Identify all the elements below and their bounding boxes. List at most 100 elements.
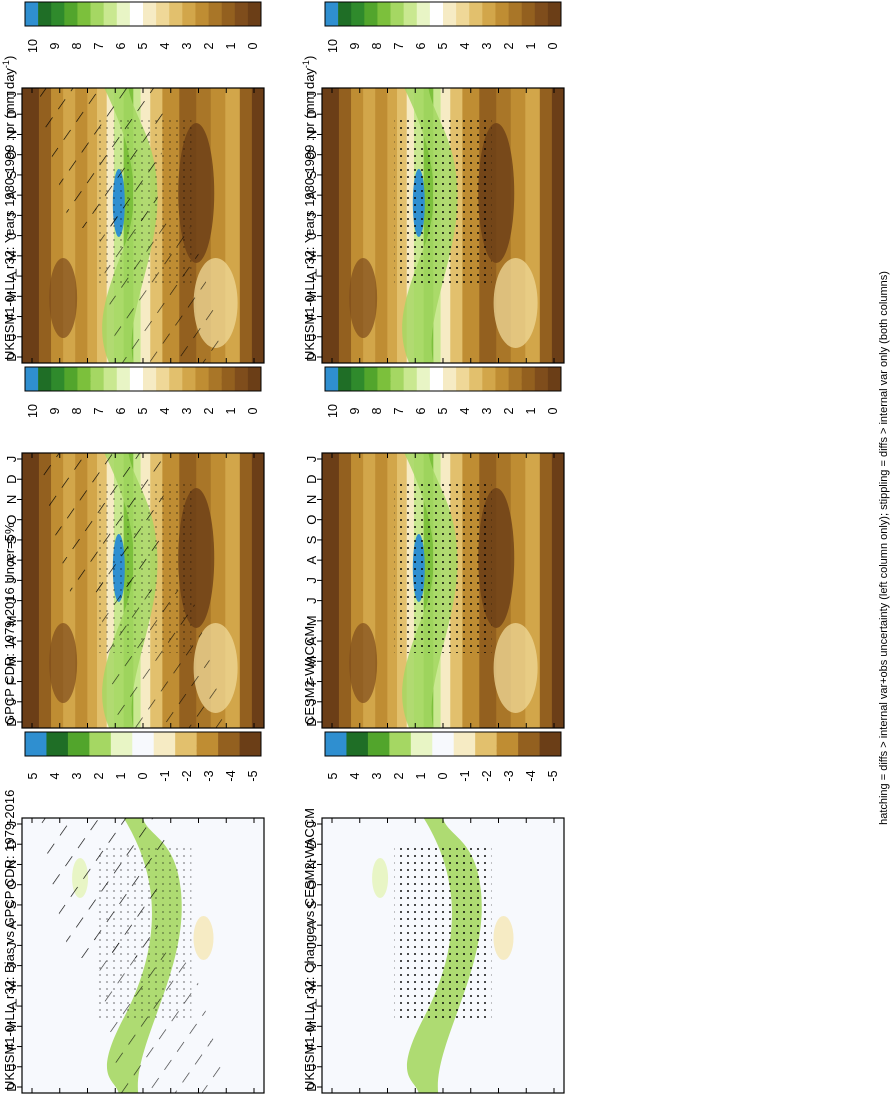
colorbar-swatch [521,367,536,391]
colorbar-tick-label: 6 [414,407,428,414]
month-tick-label: J [4,232,19,239]
field-band [338,88,352,363]
colorbar-swatch [89,732,112,756]
colorbar-swatch [195,2,209,26]
colorbar-tick-label: 5 [436,42,450,49]
month-tick-label: J [4,456,19,463]
field-band [551,453,564,728]
colorbar: 10 9 8 7 6 5 4 3 2 1 0 [24,366,262,418]
colorbar-swatch [234,2,249,26]
colorbar-swatch [377,2,391,26]
colorbar-swatch [38,367,52,391]
colorbar-swatch [195,367,209,391]
colorbar-swatch [182,367,196,391]
field-band [38,88,52,363]
colorbar-tick-label: 1 [224,42,238,49]
colorbar-swatch [416,367,431,391]
month-tick-label: A [304,920,319,929]
colorbar-swatch [156,367,170,391]
colorbar-swatch [453,732,476,756]
negative-anomaly [193,916,214,960]
colorbar-frame [324,731,562,757]
colorbar-tick-label: 4 [158,407,172,414]
month-tick-label: A [4,920,19,929]
colorbar-swatch [234,367,249,391]
field-band [375,88,388,363]
colorbar-tick-label: 7 [92,407,106,414]
colorbar-swatch [239,732,262,756]
month-tick-label: J [4,821,19,828]
panel-title-end: ) [302,56,317,60]
month-tick-label: N [4,860,19,869]
colorbar-tick-label: 4 [48,772,62,779]
colorbar-swatch [346,732,369,756]
month-tick-label: A [304,636,319,645]
plot-area: 8060°N20020°S6080DJFMAMJJASONDJ [4,87,265,388]
month-tick-label: J [304,821,319,828]
month-tick-label: M [4,656,19,667]
panel-title: CESM2-WACCM [302,626,317,725]
month-tick-label: J [4,577,19,584]
colorbar-swatch [38,2,52,26]
panel-grid: 1098765432108060°N20020°S6080DJFMAMJJASO… [1,1,565,1094]
field-band [375,453,388,728]
colorbar-tick-label: 0 [546,42,560,49]
plot-area: 8060°N20020°S6080DJFMAMJJASONDJ [4,817,265,1094]
panel-title-text: UKESM1-0-LL_r32: Bias vs GPCP CDR: 1979-… [2,790,17,1090]
month-tick-label: S [304,535,319,544]
month-tick-label: A [4,190,19,199]
month-tick-label: M [304,291,319,302]
colorbar-tick-label: -1 [458,770,472,781]
colorbar-swatch [377,367,391,391]
colorbar-tick-label: 3 [70,772,84,779]
colorbar-tick-label: 6 [114,407,128,414]
colorbar-tick-label: 2 [202,407,216,414]
colorbar-swatch [390,367,404,391]
colorbar-swatch [129,2,144,26]
month-tick-label: O [304,515,319,525]
month-tick-label: F [304,678,319,686]
colorbar-swatch [508,2,522,26]
panel-title-text: GPCP CDR: 1979-2016 Uncer=5% [2,522,17,725]
month-tick-label: F [304,1043,319,1051]
stippling [94,118,192,288]
colorbar-swatch [338,2,352,26]
positive-anomaly [372,858,389,898]
colorbar-swatch [539,732,562,756]
colorbar-swatch [67,732,90,756]
colorbar-tick-label: 8 [70,42,84,49]
colorbar-swatch [456,2,470,26]
field-band [239,453,253,728]
colorbar-swatch [429,2,444,26]
dry-region [49,623,78,703]
month-tick-label: D [304,840,319,849]
colorbar-tick-label: -3 [202,770,216,781]
month-tick-label: D [304,475,319,484]
colorbar-swatch [410,732,433,756]
moist-region [493,623,538,713]
month-tick-label: A [304,190,319,199]
colorbar: 5 4 3 2 1 0 -1 -2 -3 -4 -5 [24,731,262,782]
colorbar-frame [24,1,262,27]
field-band [387,453,398,728]
colorbar-tick-label: 5 [136,42,150,49]
colorbar-swatch [169,367,183,391]
moist-region [493,258,538,348]
colorbar-swatch [432,732,455,756]
plot-area: 8060°N20020°S6080DJFMAMJJASONDJ [304,87,565,388]
month-tick-label: J [4,597,19,604]
colorbar-swatch [247,2,262,26]
colorbar-tick-label: 5 [26,772,40,779]
colorbar-tick-label: 1 [224,407,238,414]
colorbar-frame [24,731,262,757]
colorbar-swatch [521,2,536,26]
colorbar-swatch [389,732,412,756]
colorbar-frame [324,366,562,392]
colorbar-tick-label: -5 [546,770,560,781]
month-tick-label: A [304,555,319,564]
colorbar: 10 9 8 7 6 5 4 3 2 1 0 [324,1,562,53]
colorbar-swatch [547,367,562,391]
colorbar-swatch [338,367,352,391]
colorbar-tick-label: 9 [348,407,362,414]
colorbar-swatch [518,732,540,756]
